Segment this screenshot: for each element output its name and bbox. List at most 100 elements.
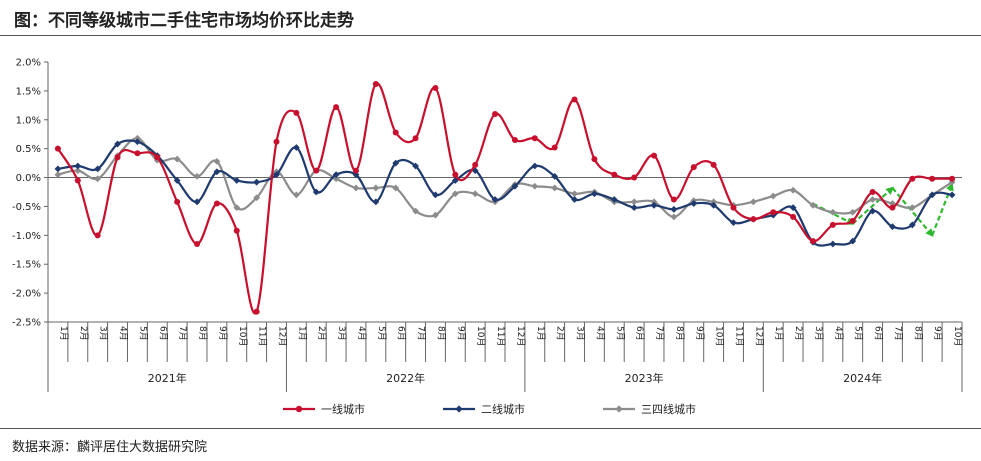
data-point [114, 154, 121, 161]
data-point [690, 200, 698, 207]
month-label: 12月 [277, 326, 288, 346]
data-point [432, 85, 439, 91]
data-point [54, 145, 61, 152]
data-point [770, 209, 777, 216]
data-point [551, 184, 559, 192]
month-label: 4月 [356, 326, 367, 341]
data-point [949, 175, 956, 182]
data-point [292, 191, 300, 199]
data-point [333, 104, 340, 111]
data-point [889, 204, 896, 211]
data-point [670, 205, 678, 213]
data-point [630, 198, 638, 206]
data-point [233, 177, 241, 184]
data-point [174, 198, 181, 205]
data-point [591, 156, 598, 163]
month-label: 10月 [237, 326, 248, 346]
data-point [889, 223, 896, 231]
year-label: 2022年 [386, 371, 425, 385]
data-point [730, 204, 737, 211]
data-point [690, 164, 697, 171]
y-axis-labels: 2.0% 1.5% 1.0% 0.5% 0.0% -0.5% -1.0% -1.5% -2.0%… [12, 58, 41, 329]
month-label: 11月 [495, 326, 506, 346]
month-label: 11月 [257, 326, 268, 346]
month-label: 7月 [416, 326, 427, 341]
data-point [929, 175, 936, 182]
data-point [213, 168, 221, 176]
data-point [233, 204, 241, 211]
data-point [492, 111, 499, 117]
data-point [332, 171, 340, 179]
y-tick-label: 2.0% [16, 58, 41, 69]
data-point [372, 80, 379, 87]
series-1 [54, 80, 956, 315]
data-point [670, 196, 677, 203]
data-point [372, 184, 380, 192]
data-point [352, 167, 359, 174]
data-point [730, 219, 737, 227]
legend-swatch-marker [295, 405, 303, 413]
chart-series [54, 80, 956, 315]
data-point [412, 207, 419, 215]
data-point [710, 198, 718, 206]
data-point [750, 216, 757, 223]
y-tick-label: -2.5% [12, 318, 41, 329]
data-point [412, 162, 419, 170]
data-point [611, 171, 618, 178]
chart-axes [44, 61, 963, 392]
data-point [173, 177, 181, 184]
data-point [789, 204, 797, 211]
data-point [829, 221, 836, 228]
month-label: 9月 [932, 326, 943, 341]
year-label: 2024年 [843, 371, 882, 385]
data-point [54, 165, 62, 173]
top-divider [0, 35, 981, 36]
trend-arrow [891, 187, 934, 237]
data-point [432, 191, 439, 199]
month-label: 7月 [177, 326, 188, 341]
month-label: 7月 [892, 326, 903, 341]
data-point [253, 308, 260, 315]
data-point [74, 162, 82, 170]
data-point [134, 134, 141, 142]
month-label: 10月 [714, 326, 725, 346]
data-point [948, 191, 956, 199]
data-point [273, 171, 280, 179]
month-label: 2月 [793, 326, 804, 341]
series-2 [54, 138, 956, 248]
data-point [631, 174, 638, 181]
legend-label: 一线城市 [321, 402, 365, 416]
data-point [352, 184, 360, 192]
data-point [194, 241, 201, 247]
month-label: 4月 [833, 326, 844, 341]
data-point [571, 196, 578, 203]
data-point [74, 167, 82, 175]
data-point [909, 175, 916, 182]
month-label: 6月 [157, 326, 168, 341]
month-label: 9月 [455, 326, 466, 341]
data-point [312, 188, 320, 196]
data-point [452, 171, 459, 178]
y-tick-label: 1.0% [16, 115, 41, 126]
data-point [213, 157, 221, 165]
chart-legend: 一线城市 二线城市 三四线城市 [283, 402, 696, 416]
data-point [114, 140, 121, 148]
month-label: 1月 [535, 326, 546, 341]
month-label: 8月 [197, 326, 208, 341]
month-label: 6月 [873, 326, 884, 341]
data-source-note: 数据来源：麟评居住大数据研究院 [12, 440, 208, 455]
data-point [849, 208, 857, 216]
data-point [849, 237, 857, 245]
month-label: 2月 [316, 326, 327, 341]
legend-swatch-marker [455, 405, 463, 413]
series-line [57, 139, 953, 247]
month-label: 9月 [217, 326, 228, 341]
y-tick-label: 0.5% [16, 144, 41, 155]
month-label: 7月 [654, 326, 665, 341]
data-point [134, 138, 141, 146]
month-label: 8月 [912, 326, 923, 341]
data-point [710, 161, 717, 168]
month-label: 9月 [694, 326, 705, 341]
data-point [213, 200, 220, 207]
